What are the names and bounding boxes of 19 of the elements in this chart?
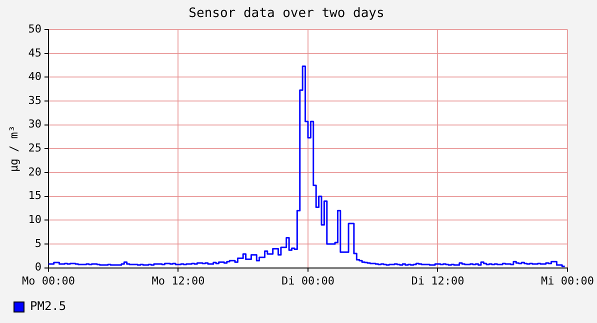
chart-title: Sensor data over two days [188, 6, 384, 22]
y-tick-label: 0 [34, 260, 42, 274]
x-tick-label: Mi 00:00 [541, 274, 594, 288]
x-tick-label: Di 12:00 [411, 274, 464, 288]
y-tick-label: 10 [28, 213, 42, 226]
y-tick-label: 50 [28, 22, 42, 36]
x-tick-label: Mo 00:00 [22, 274, 75, 288]
y-tick-label: 15 [28, 189, 42, 202]
y-axis-title: µg / m³ [7, 126, 20, 172]
y-tick-label: 25 [28, 142, 42, 155]
x-tick-label: Mo 12:00 [152, 274, 205, 288]
x-tick-label: Di 00:00 [281, 274, 334, 288]
y-tick-label: 45 [28, 46, 42, 60]
y-tick-label: 35 [28, 94, 42, 107]
y-tick-label: 20 [28, 165, 42, 178]
y-tick-label: 30 [28, 118, 42, 131]
y-tick-label: 5 [34, 236, 42, 250]
y-tick-label: 40 [28, 70, 42, 84]
legend-label: PM2.5 [30, 299, 66, 314]
